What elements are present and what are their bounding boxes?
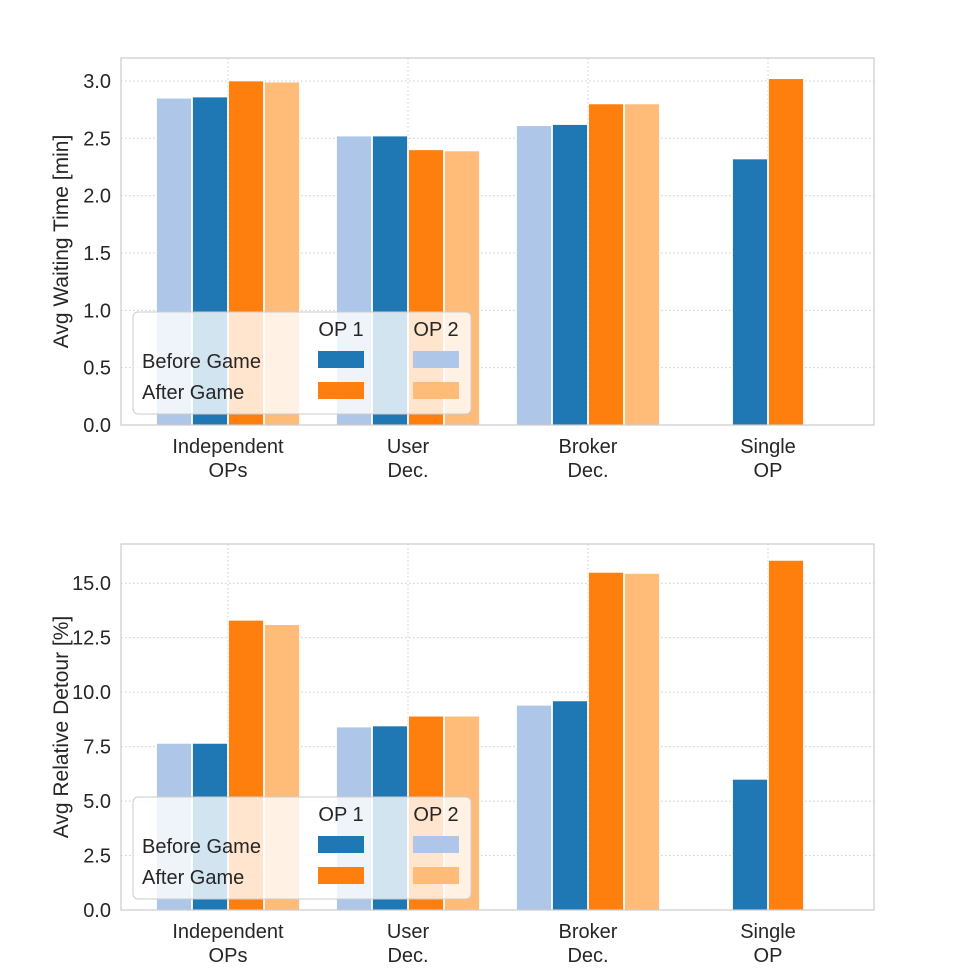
legend-swatch	[318, 836, 364, 853]
x-tick-label-line: OPs	[209, 460, 248, 482]
x-tick-label: Independent OPs	[172, 436, 284, 482]
x-tick-label: Broker Dec.	[559, 921, 618, 967]
legend-col-header: OP 2	[413, 804, 458, 826]
legend-swatch	[318, 351, 364, 368]
y-tick-label: 12.5	[72, 628, 111, 650]
y-axis-label: Avg Waiting Time [min]	[50, 135, 73, 349]
x-tick-label: Independent OPs	[172, 921, 284, 967]
x-tick-label: User Dec.	[387, 921, 430, 967]
y-tick-label: 1.0	[83, 300, 111, 322]
legend-swatch	[413, 382, 459, 399]
legend-row-label: After Game	[142, 867, 244, 889]
y-tick-label: 7.5	[83, 737, 111, 759]
legend-col-header: OP 1	[318, 319, 363, 341]
y-tick-label: 2.5	[83, 846, 111, 868]
y-tick-label: 10.0	[72, 682, 111, 704]
legend-row-label: Before Game	[142, 836, 261, 858]
axes-frame	[120, 57, 875, 426]
bar	[516, 704, 552, 911]
bar	[732, 158, 768, 426]
legend-swatch	[413, 836, 459, 853]
x-tick-label-line: Dec.	[567, 945, 608, 967]
legend-swatch	[413, 867, 459, 884]
y-tick-label: 3.0	[83, 71, 111, 93]
x-tick-label: Single OP	[740, 921, 796, 967]
legend-row-label: Before Game	[142, 351, 261, 373]
x-tick-label-line: Dec.	[387, 460, 428, 482]
x-tick-label-line: Independent	[172, 921, 284, 943]
bar	[624, 573, 660, 911]
y-axis-label: Avg Relative Detour [%]	[50, 616, 73, 839]
bar	[516, 125, 552, 426]
y-tick-label: 2.5	[83, 128, 111, 150]
x-tick-label-line: OP	[754, 460, 783, 482]
x-tick-label-line: User	[387, 436, 430, 458]
y-tick-label: 15.0	[72, 573, 111, 595]
x-tick-label-line: Single	[740, 921, 796, 943]
x-tick-label: Single OP	[740, 436, 796, 482]
x-tick-label: Broker Dec.	[559, 436, 618, 482]
legend-box	[132, 796, 472, 900]
legend-swatch	[318, 867, 364, 884]
legend-box	[132, 311, 472, 415]
y-tick-label: 2.0	[83, 186, 111, 208]
bar	[768, 559, 804, 911]
y-tick-label: 0.0	[83, 900, 111, 922]
x-tick-label-line: Dec.	[567, 460, 608, 482]
bar	[588, 571, 624, 911]
legend-row-label: After Game	[142, 382, 244, 404]
bar	[768, 78, 804, 426]
bar	[552, 700, 588, 911]
chart-panel-2: 0.0 2.5 5.0 7.5 10.0 12.5 15.0 Independent OPs Us…	[50, 543, 875, 967]
bar	[588, 103, 624, 426]
legend: OP 1 OP 2 Before Game After Game	[132, 311, 472, 415]
x-tick-label-line: OPs	[209, 945, 248, 967]
x-tick-label-line: Broker	[559, 436, 618, 458]
y-tick-label: 0.0	[83, 415, 111, 437]
bar	[624, 103, 660, 426]
y-tick-label: 0.5	[83, 358, 111, 380]
axes-frame	[120, 543, 875, 911]
legend-swatch	[413, 351, 459, 368]
x-tick-label-line: User	[387, 921, 430, 943]
x-tick-label-line: Broker	[559, 921, 618, 943]
x-tick-label-line: Dec.	[387, 945, 428, 967]
x-tick-label-line: Independent	[172, 436, 284, 458]
legend-col-header: OP 2	[413, 319, 458, 341]
bar	[732, 778, 768, 911]
legend-col-header: OP 1	[318, 804, 363, 826]
x-tick-label-line: Single	[740, 436, 796, 458]
legend: OP 1 OP 2 Before Game After Game	[132, 796, 472, 900]
legend-swatch	[318, 382, 364, 399]
y-tick-label: 5.0	[83, 791, 111, 813]
y-tick-label: 1.5	[83, 243, 111, 265]
x-tick-label: User Dec.	[387, 436, 430, 482]
x-tick-label-line: OP	[754, 945, 783, 967]
bar	[552, 124, 588, 426]
